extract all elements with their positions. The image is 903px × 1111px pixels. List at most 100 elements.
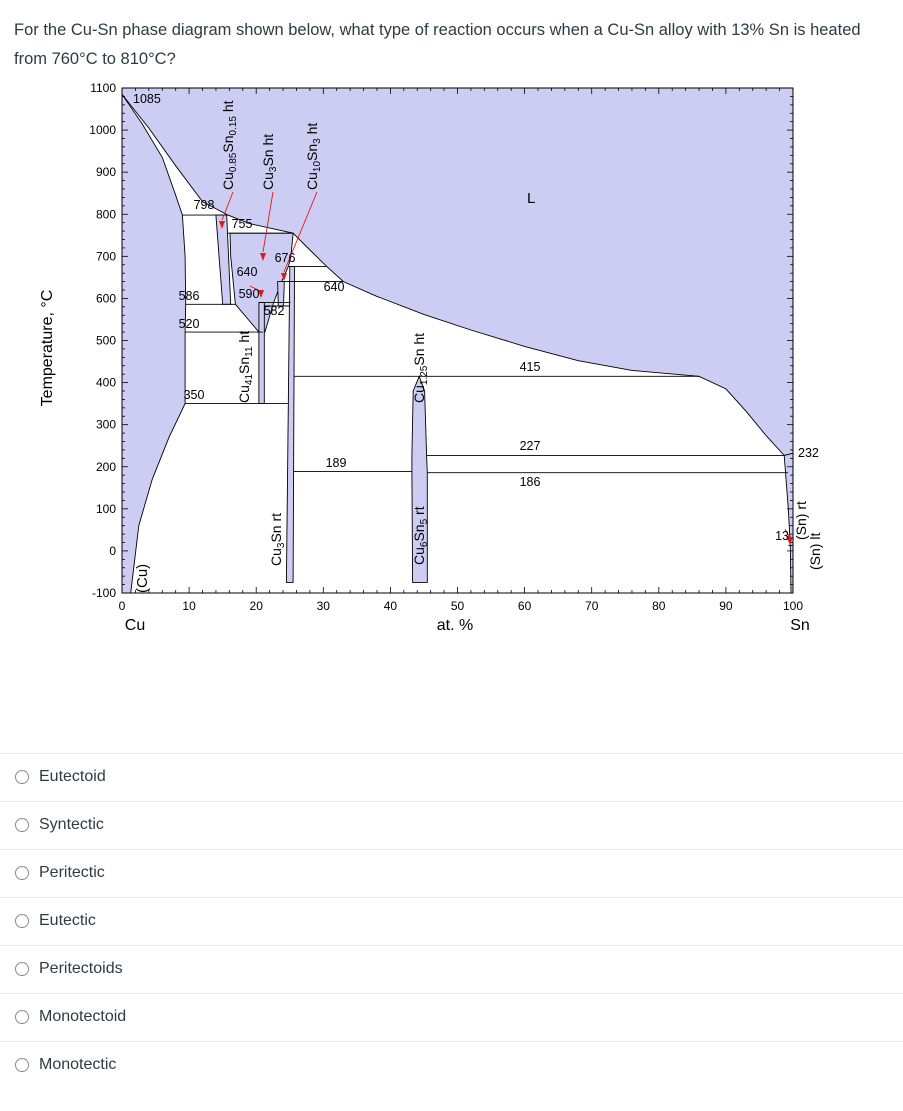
svg-text:0: 0 [109, 544, 116, 558]
label-13: 13 [775, 529, 789, 543]
arrowhead-zeta [281, 272, 287, 281]
svg-text:50: 50 [451, 599, 465, 613]
label-640-left: 640 [237, 265, 258, 279]
phase-labels: L (Cu) Cu0.85Sn0.15 ht Cu3Sn ht Cu10Sn3 … [134, 100, 823, 593]
arrowhead-delta [258, 289, 264, 298]
phase-label-sn-rt: (Sn) rt [793, 501, 809, 540]
radio-button[interactable] [15, 866, 29, 881]
radio-button[interactable] [15, 1010, 29, 1025]
phase-regions [121, 87, 794, 594]
svg-text:20: 20 [250, 599, 264, 613]
label-582: 582 [264, 304, 285, 318]
svg-text:10: 10 [182, 599, 196, 613]
svg-text:30: 30 [317, 599, 331, 613]
region-sn-solid [783, 452, 794, 594]
region-eta-cu6sn5 [411, 374, 428, 583]
phase-label-cu125sn-ht: Cu1.25Sn ht [411, 333, 430, 403]
label-232: 232 [798, 446, 819, 460]
answer-option-monotectoid[interactable]: Monotectoid [0, 992, 903, 1041]
svg-text:100: 100 [96, 502, 116, 516]
radio-button[interactable] [15, 962, 29, 977]
svg-text:800: 800 [96, 207, 116, 221]
axis-tick-labels: 110010009008007006005004003002001000-100… [89, 81, 803, 613]
phase-label-sn-lt: (Sn) lt [807, 532, 823, 569]
region-epsilon-cu3sn-rt [285, 265, 295, 583]
svg-text:400: 400 [96, 375, 116, 389]
svg-text:40: 40 [384, 599, 398, 613]
arrowhead-sn-13 [786, 535, 793, 545]
svg-text:300: 300 [96, 417, 116, 431]
x-axis-cu-label: Cu [125, 617, 145, 634]
phase-label-cu41sn11-ht: Cu41Sn11 ht [236, 331, 255, 403]
phase-label-cu3sn-rt: Cu3Sn rt [268, 513, 287, 566]
label-586: 586 [179, 289, 200, 303]
y-axis-title: Temperature, °C [39, 289, 56, 406]
region-cu-solid-solution [121, 92, 187, 594]
radio-button[interactable] [15, 1058, 29, 1073]
label-640-right: 640 [324, 280, 345, 294]
x-axis-title: at. % [437, 617, 473, 634]
answer-option-syntectic[interactable]: Syntectic [0, 800, 903, 849]
question-text: For the Cu-Sn phase diagram shown below,… [14, 21, 861, 68]
answer-option-eutectic[interactable]: Eutectic [0, 896, 903, 945]
answer-option-monotectic[interactable]: Monotectic [0, 1040, 903, 1089]
label-590: 590 [239, 287, 260, 301]
temperature-labels: 1085 798 755 676 640 640 586 590 582 520… [133, 92, 819, 543]
radio-button[interactable] [15, 914, 29, 929]
region-beta-cu085sn015 [215, 214, 232, 305]
axis-ticks [121, 87, 794, 594]
svg-text:1100: 1100 [90, 81, 116, 95]
answer-options: Eutectoid Syntectic Peritectic Eutectic … [0, 752, 903, 1089]
radio-button[interactable] [15, 770, 29, 785]
label-520: 520 [179, 317, 200, 331]
option-label[interactable]: Peritectoids [39, 960, 123, 978]
option-label[interactable]: Monotectoid [39, 1008, 127, 1026]
answer-option-peritectic[interactable]: Peritectic [0, 848, 903, 897]
label-liquid: L [527, 190, 535, 207]
arrowhead-gamma [260, 252, 266, 261]
radio-button[interactable] [15, 818, 29, 833]
svg-text:500: 500 [96, 333, 116, 347]
phase-label-cu085sn015-ht: Cu0.85Sn0.15 ht [220, 100, 239, 190]
option-label[interactable]: Syntectic [39, 816, 104, 834]
phase-label-cu3sn-ht: Cu3Sn ht [260, 133, 279, 189]
phase-label-cu6sn5-rt: Cu6Sn5 rt [411, 506, 430, 565]
invariant-reaction-lines [182, 214, 793, 546]
label-798: 798 [194, 198, 215, 212]
answer-option-peritectoids[interactable]: Peritectoids [0, 944, 903, 993]
label-350: 350 [184, 388, 205, 402]
svg-text:60: 60 [518, 599, 532, 613]
label-cu-phase: (Cu) [134, 564, 151, 593]
arrowhead-beta [219, 220, 225, 229]
cu-sn-phase-diagram: 110010009008007006005004003002001000-100… [39, 81, 823, 634]
svg-text:70: 70 [585, 599, 599, 613]
option-label[interactable]: Monotectic [39, 1056, 117, 1074]
option-label[interactable]: Eutectoid [39, 768, 106, 786]
label-leader-arrows [219, 191, 793, 545]
label-676: 676 [275, 251, 296, 265]
svg-text:200: 200 [96, 460, 116, 474]
svg-text:-100: -100 [92, 586, 116, 600]
option-label[interactable]: Eutectic [39, 912, 96, 930]
label-415: 415 [520, 360, 541, 374]
label-227: 227 [520, 439, 541, 453]
answer-option-eutectoid[interactable]: Eutectoid [0, 752, 903, 801]
svg-text:600: 600 [96, 291, 116, 305]
svg-text:1000: 1000 [89, 123, 116, 137]
label-1085: 1085 [133, 92, 161, 106]
svg-text:100: 100 [783, 599, 803, 613]
option-label[interactable]: Peritectic [39, 864, 105, 882]
label-186: 186 [520, 475, 541, 489]
svg-text:90: 90 [719, 599, 733, 613]
phase-label-cu10sn3-ht: Cu10Sn3 ht [304, 122, 323, 189]
label-755: 755 [232, 217, 253, 231]
x-axis-sn-label: Sn [790, 617, 810, 634]
svg-text:0: 0 [119, 599, 126, 613]
svg-text:80: 80 [652, 599, 666, 613]
svg-text:900: 900 [96, 165, 116, 179]
svg-text:700: 700 [96, 249, 116, 263]
label-189: 189 [326, 456, 347, 470]
phase-diagram-figure: 1100 1000 900 800 700 600 500 400 300 200 100 0 -100… [0, 78, 903, 653]
axis-titles: Temperature, °C at. % Cu Sn [39, 289, 810, 633]
